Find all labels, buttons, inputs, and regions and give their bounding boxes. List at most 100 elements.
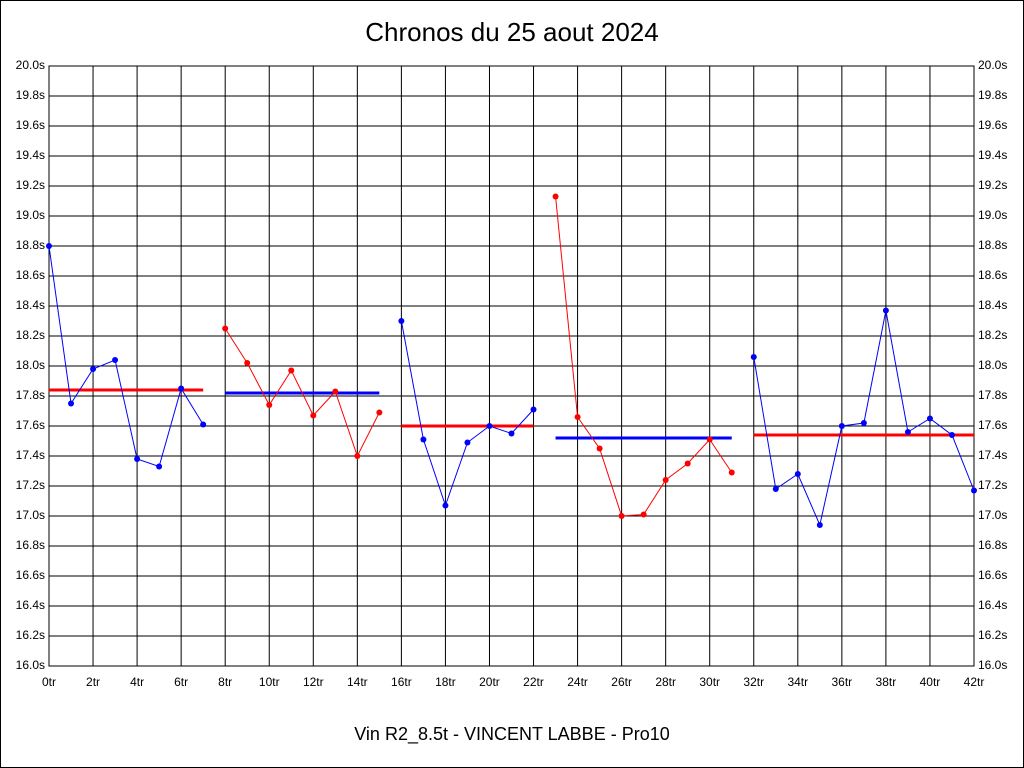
x-tick-label: 18tr [435,675,456,689]
y-tick-label: 17.6s [16,418,45,432]
y-tick-label: 18.6s [16,268,45,282]
data-point [68,400,75,407]
y2-tick-label: 16.2s [978,628,1007,642]
data-point [596,445,603,452]
x-tick-label: 30tr [699,675,720,689]
data-point [398,318,405,324]
x-tick-label: 16tr [391,675,412,689]
data-point [508,430,515,437]
y2-tick-label: 17.4s [978,448,1007,462]
data-point [684,460,691,467]
y2-tick-label: 17.8s [978,388,1007,402]
y-tick-label: 17.0s [16,508,45,522]
data-point [112,357,119,363]
x-axis-label: Vin R2_8.5t - VINCENT LABBE - Pro10 [354,724,669,745]
data-point [376,409,383,416]
x-tick-label: 32tr [743,675,764,689]
x-tick-label: 26tr [611,675,632,689]
data-point [860,420,867,426]
data-point [772,486,779,492]
data-point [134,456,141,462]
y2-tick-label: 16.4s [978,598,1007,612]
data-point [420,436,427,443]
y-tick-label: 16.2s [16,628,45,642]
y-tick-label: 16.4s [16,598,45,612]
data-point [816,522,823,528]
data-point [971,487,977,494]
y-tick-label: 20.0s [16,58,45,72]
data-point [354,453,361,459]
x-tick-label: 42tr [964,675,985,689]
chart-title: Chronos du 25 aout 2024 [365,17,658,47]
data-point [750,354,757,360]
x-tick-label: 10tr [259,675,280,689]
data-point [530,406,537,413]
y-tick-label: 19.0s [16,208,45,222]
x-tick-label: 28tr [655,675,676,689]
x-tick-label: 24tr [567,675,588,689]
data-point [288,367,295,374]
y2-tick-label: 19.8s [978,88,1007,102]
y-tick-label: 19.8s [16,88,45,102]
data-point [794,471,801,477]
data-point [244,360,251,366]
x-tick-label: 8tr [218,675,232,689]
data-point [310,412,317,419]
x-tick-label: 4tr [130,675,144,689]
y-tick-label: 16.6s [16,568,45,582]
data-point [222,325,229,332]
data-point [90,366,97,372]
y2-tick-label: 17.6s [978,418,1007,432]
y2-tick-label: 16.0s [978,658,1007,672]
y2-tick-label: 18.0s [978,358,1007,372]
data-point [640,511,647,518]
data-point [464,439,471,446]
x-tick-label: 0tr [42,675,56,689]
y-tick-label: 18.2s [16,328,45,342]
data-point [156,463,163,470]
data-point [838,423,845,429]
y2-tick-label: 17.0s [978,508,1007,522]
x-tick-label: 36tr [832,675,853,689]
y-tick-label: 18.8s [16,238,45,252]
data-point [904,429,911,435]
x-tick-label: 38tr [876,675,897,689]
y-tick-label: 19.2s [16,178,45,192]
y2-tick-label: 16.6s [978,568,1007,582]
y2-tick-label: 19.4s [978,148,1007,162]
x-tick-label: 6tr [174,675,188,689]
y2-tick-label: 18.4s [978,298,1007,312]
data-point [486,423,493,429]
x-tick-label: 14tr [347,675,368,689]
x-tick-label: 12tr [303,675,324,689]
y-tick-label: 17.4s [16,448,45,462]
y-tick-label: 16.8s [16,538,45,552]
data-point [46,243,52,249]
data-point [728,469,735,476]
y2-tick-label: 19.0s [978,208,1007,222]
y-tick-label: 18.4s [16,298,45,312]
y2-tick-label: 18.6s [978,268,1007,282]
data-point [618,513,625,519]
x-tick-label: 22tr [523,675,544,689]
x-tick-label: 2tr [86,675,100,689]
data-point [706,436,713,443]
y2-tick-label: 18.2s [978,328,1007,342]
data-point [442,502,449,509]
y2-tick-label: 19.6s [978,118,1007,132]
x-tick-label: 40tr [920,675,941,689]
y2-tick-label: 18.8s [978,238,1007,252]
y-tick-label: 18.0s [16,358,45,372]
data-point [552,193,559,200]
data-point [948,432,955,438]
data-point [178,385,185,392]
y-tick-label: 16.0s [16,658,45,672]
x-tick-label: 20tr [479,675,500,689]
y2-tick-label: 16.8s [978,538,1007,552]
data-point [332,388,339,395]
series-line [224,328,380,458]
y-tick-label: 19.6s [16,118,45,132]
y2-tick-label: 19.2s [978,178,1007,192]
y-tick-label: 19.4s [16,148,45,162]
